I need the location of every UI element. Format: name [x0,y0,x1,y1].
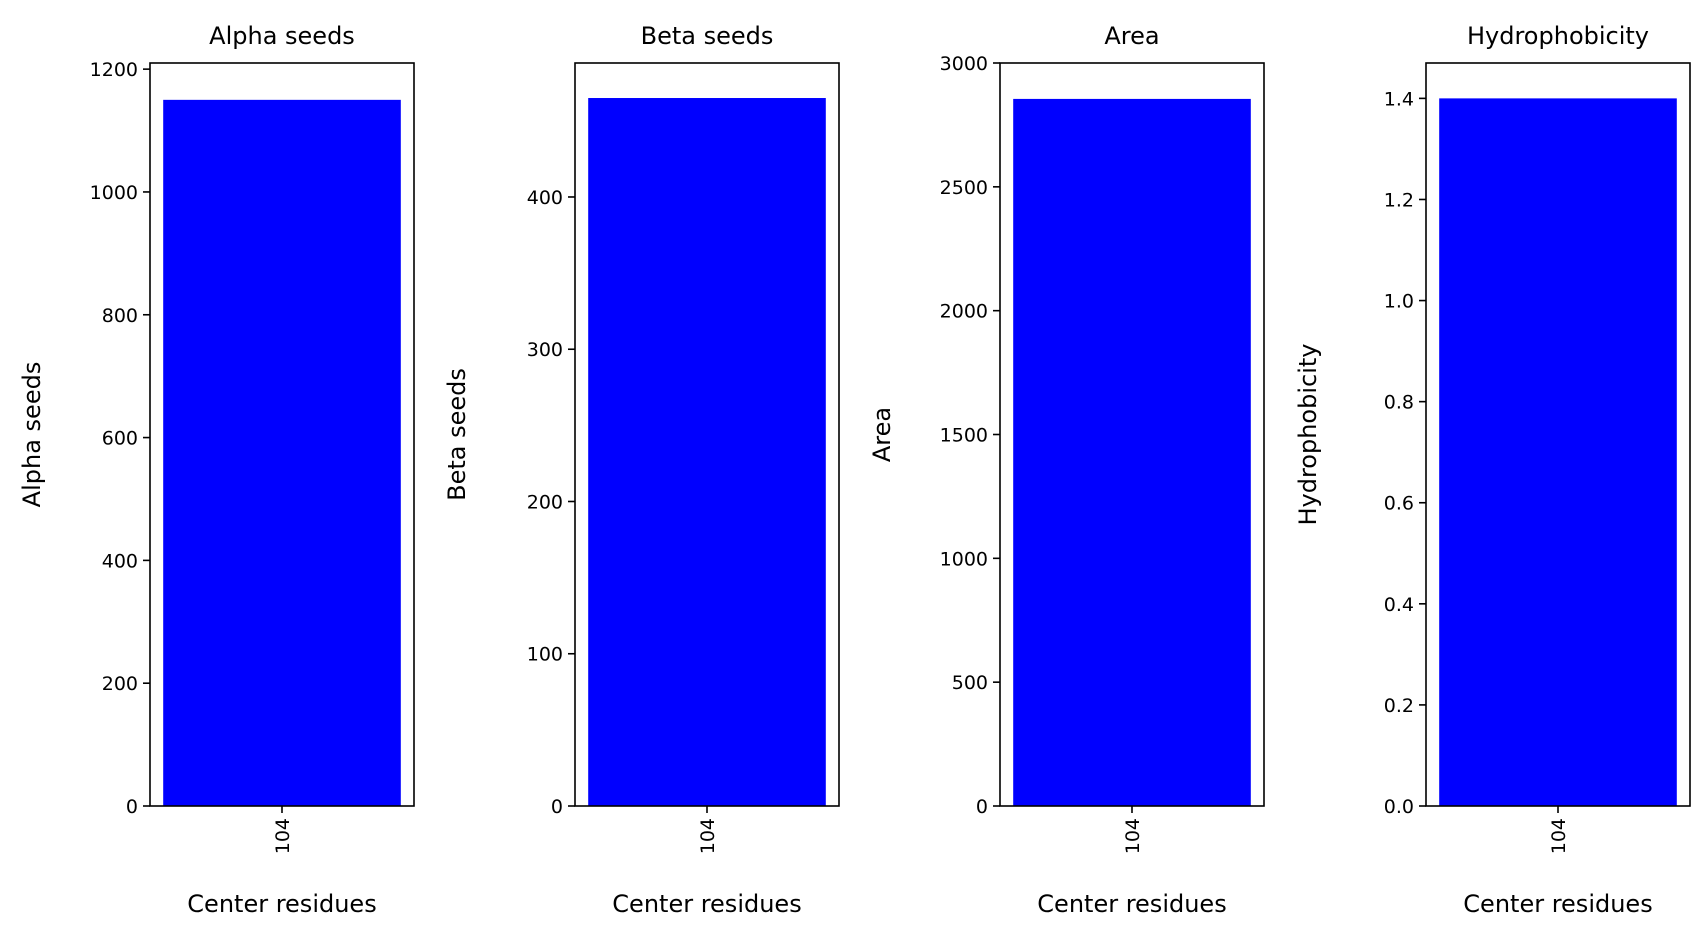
panel-2-ytick-label-4: 300 [527,339,563,361]
panel-4-ytick-label-5: 0.8 [1384,392,1414,414]
panel-1-ytick-label-2: 200 [102,673,138,695]
panel-3-ytick-label-4: 1500 [940,425,988,447]
panel-3-bar-1 [1013,98,1251,806]
panel-2-ytick-label-2: 100 [527,644,563,666]
panel-3-ytick-label-2: 500 [952,672,988,694]
panel-2-ytick-label-3: 200 [527,491,563,513]
panel-4-xtick-label-1: 104 [1548,818,1570,854]
panel-2-xlabel: Center residues [612,890,801,918]
panel-4-ytick-label-7: 1.2 [1384,189,1414,211]
panel-2-xtick-label-1: 104 [697,818,719,854]
panel-1-ylabel: Alpha seeds [18,362,46,508]
panel-4-ytick-label-8: 1.4 [1384,88,1414,110]
panel-2-title: Beta seeds [641,22,774,50]
panel-4-ytick-label-1: 0.0 [1384,796,1414,818]
panel-3-xlabel: Center residues [1037,890,1226,918]
panel-1-ytick-label-1: 0 [126,796,138,818]
panel-3-xtick-label-1: 104 [1122,818,1144,854]
panel-1-ytick-label-7: 1200 [90,59,138,81]
panel-3-ytick-label-6: 2500 [940,177,988,199]
panel-1-ytick-label-3: 400 [102,550,138,572]
panel-4-ytick-label-2: 0.2 [1384,695,1414,717]
panel-3-ytick-label-5: 2000 [940,301,988,323]
panel-3-ytick-label-3: 1000 [940,548,988,570]
panel-4-title: Hydrophobicity [1467,22,1649,50]
panel-3-title: Area [1104,22,1159,50]
panel-4-ytick-label-4: 0.6 [1384,493,1414,515]
panel-1-xtick-label-1: 104 [272,818,294,854]
panel-2-ylabel: Beta seeds [443,368,471,501]
panel-1-ytick-label-5: 800 [102,305,138,327]
panel-1-title: Alpha seeds [209,22,355,50]
panel-1-xlabel: Center residues [187,890,376,918]
panel-2-ytick-label-5: 400 [527,187,563,209]
panel-4-ytick-label-6: 1.0 [1384,291,1414,313]
panel-4-bar-1 [1439,98,1677,806]
panel-3-ytick-label-7: 3000 [940,53,988,75]
panel-3-ylabel: Area [868,407,896,462]
panel-4-ylabel: Hydrophobicity [1294,343,1322,525]
panel-3-ytick-label-1: 0 [976,796,988,818]
panel-1-ytick-label-6: 1000 [90,182,138,204]
panel-2-ytick-label-1: 0 [551,796,563,818]
panel-4-xlabel: Center residues [1463,890,1652,918]
panel-2-bar-1 [588,98,826,807]
panel-4-ytick-label-3: 0.4 [1384,594,1414,616]
panel-1-ytick-label-4: 600 [102,428,138,450]
panel-1-bar-1 [163,99,401,807]
